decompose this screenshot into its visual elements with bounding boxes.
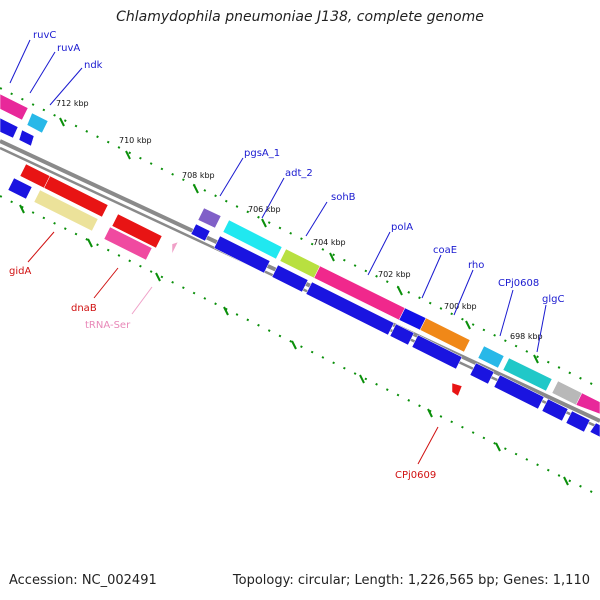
gene-ruvA-feature[interactable] <box>26 112 49 134</box>
blue-feature-9[interactable] <box>469 362 495 385</box>
gene-label-tRNA-Ser[interactable]: tRNA-Ser <box>85 320 131 331</box>
gene-ruvC-feature[interactable] <box>0 93 29 121</box>
gene-label-rho[interactable]: rho <box>468 260 484 271</box>
tick-label-706: 706 kbp <box>248 205 281 214</box>
tick-label-698: 698 kbp <box>510 332 543 341</box>
forward-features-row2 <box>0 117 600 438</box>
gene-adt2-feature[interactable] <box>222 219 283 260</box>
leader-lines-reverse <box>27 231 439 465</box>
reverse-features <box>7 163 463 397</box>
gene-label-dnaB[interactable]: dnaB <box>71 303 97 314</box>
blue-feature-11[interactable] <box>541 398 569 422</box>
gene-label-CPj0609[interactable]: CPj0609 <box>395 470 436 481</box>
gene-label-ruvC[interactable]: ruvC <box>33 30 56 41</box>
gene-red-feature-2[interactable] <box>43 175 109 218</box>
tick-label-704: 704 kbp <box>313 238 346 247</box>
gene-CPj0609-feature[interactable] <box>451 382 463 397</box>
gene-dnaB-arrow[interactable] <box>111 213 163 249</box>
forward-features <box>0 93 600 415</box>
blue-feature-5[interactable] <box>271 264 309 293</box>
gene-label-gidA[interactable]: gidA <box>9 266 31 277</box>
gene-edge-feature[interactable] <box>575 392 600 415</box>
gene-blue-reverse-1[interactable] <box>7 177 33 200</box>
gene-label-polA[interactable]: polA <box>391 222 413 233</box>
gene-CPj0608-feature[interactable] <box>477 345 505 369</box>
outer-tick-track <box>0 87 600 389</box>
blue-feature-6[interactable] <box>305 281 395 336</box>
tick-label-702: 702 kbp <box>378 270 411 279</box>
blue-feature-1[interactable] <box>0 117 19 139</box>
gene-pink-feature[interactable] <box>103 226 153 261</box>
tick-label-710: 710 kbp <box>119 136 152 145</box>
blue-feature-4[interactable] <box>213 235 271 274</box>
gene-pgsA-feature[interactable] <box>197 207 222 229</box>
gene-label-pgsA_1[interactable]: pgsA_1 <box>244 148 280 159</box>
gene-yellow-feature[interactable] <box>33 189 99 232</box>
gene-label-ruvA[interactable]: ruvA <box>57 43 80 54</box>
topology-text: Topology: circular; Length: 1,226,565 bp… <box>232 573 590 588</box>
tick-label-700: 700 kbp <box>444 302 477 311</box>
leader-line-trna <box>131 286 153 315</box>
blue-feature-12[interactable] <box>565 410 591 433</box>
blue-feature-8[interactable] <box>411 334 463 370</box>
major-ticks <box>59 117 539 364</box>
gene-label-ndk[interactable]: ndk <box>84 60 103 71</box>
gene-label-adt_2[interactable]: adt_2 <box>285 168 313 179</box>
accession-text: Accession: NC_002491 <box>9 573 157 588</box>
blue-feature-2[interactable] <box>18 129 35 147</box>
gene-tRNA-Ser-feature[interactable] <box>171 241 179 255</box>
gene-rho-feature[interactable] <box>419 317 471 353</box>
tick-label-708: 708 kbp <box>182 171 215 180</box>
gene-label-CPj0608[interactable]: CPj0608 <box>498 278 539 289</box>
gene-label-sohB[interactable]: sohB <box>331 192 356 203</box>
leader-lines-forward <box>9 39 547 353</box>
inner-major-ticks <box>19 204 569 486</box>
blue-feature-3[interactable] <box>190 223 211 242</box>
tick-label-712: 712 kbp <box>56 99 89 108</box>
gene-label-glgC[interactable]: glgC <box>542 294 564 305</box>
blue-feature-13[interactable] <box>589 422 600 438</box>
gene-label-coaE[interactable]: coaE <box>433 245 457 256</box>
blue-feature-7[interactable] <box>389 323 415 346</box>
blue-feature-10[interactable] <box>493 374 545 410</box>
map-title: Chlamydophila pneumoniae J138, complete … <box>116 9 484 25</box>
gene-glgC-feature[interactable] <box>502 357 553 392</box>
